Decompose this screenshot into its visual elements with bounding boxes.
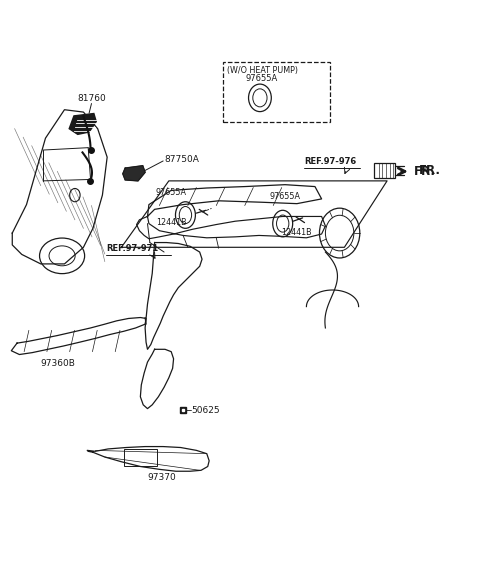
Text: FR.: FR. [420,164,441,177]
Text: 12441B: 12441B [282,228,312,237]
Text: 50625: 50625 [192,405,220,415]
Text: FR.: FR. [414,165,436,178]
Bar [124,449,157,466]
Bar [374,163,395,178]
Text: REF.97-976: REF.97-976 [304,157,356,166]
Ellipse shape [320,208,360,258]
Text: 97655A: 97655A [156,188,187,197]
Ellipse shape [325,215,354,251]
Text: 81760: 81760 [77,93,106,103]
Ellipse shape [273,211,293,237]
Text: 87750A: 87750A [164,155,199,164]
Ellipse shape [49,246,75,266]
Ellipse shape [276,215,289,232]
Ellipse shape [39,238,84,274]
Text: 12441B: 12441B [156,218,187,227]
Ellipse shape [176,202,195,229]
Text: 97655A: 97655A [246,74,278,83]
Text: 97360B: 97360B [40,359,75,368]
Polygon shape [123,166,145,181]
Polygon shape [69,114,96,135]
Ellipse shape [253,89,267,107]
Text: (W/O HEAT PUMP): (W/O HEAT PUMP) [227,66,298,75]
Text: 97370: 97370 [147,473,176,481]
Bar [223,62,330,122]
Text: 97655A: 97655A [270,192,300,201]
Text: REF.97-971: REF.97-971 [106,244,158,253]
Ellipse shape [249,84,271,111]
Ellipse shape [179,206,192,223]
